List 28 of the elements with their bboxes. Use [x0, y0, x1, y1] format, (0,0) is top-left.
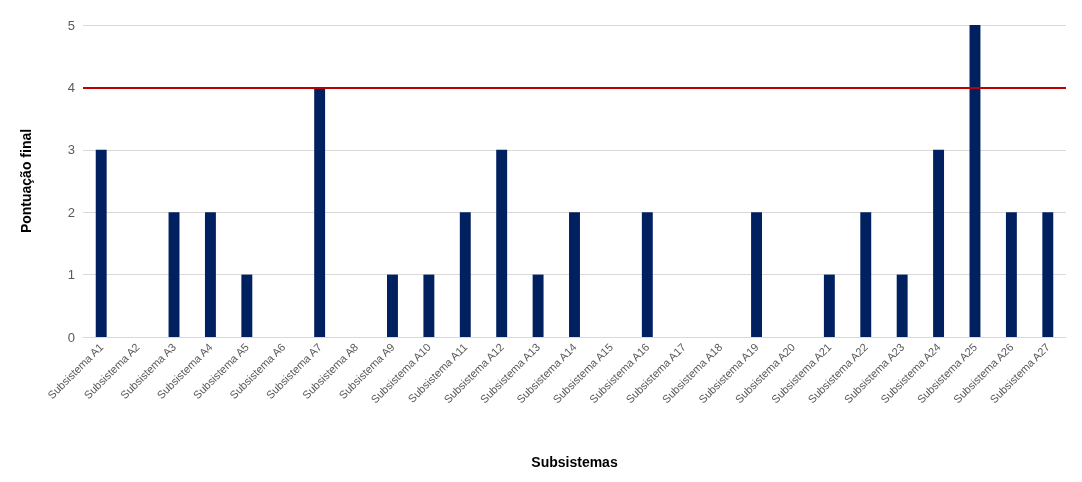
- y-axis-title: Pontuação final: [18, 128, 34, 234]
- bar: [641, 212, 653, 337]
- bar: [751, 212, 762, 337]
- bar: [1005, 212, 1017, 337]
- bar: [823, 274, 835, 337]
- y-tick-label: 2: [67, 204, 75, 220]
- y-tick-label: 0: [67, 329, 75, 345]
- bar: [933, 149, 945, 337]
- bar: [1042, 212, 1054, 337]
- y-tick-label: 1: [67, 267, 75, 283]
- y-tick-label: 5: [67, 17, 75, 33]
- bar: [569, 212, 580, 337]
- x-axis-title: Subsistemas: [531, 454, 618, 470]
- bar: [532, 274, 544, 337]
- y-tick-label: 4: [67, 79, 75, 95]
- bar: [95, 149, 107, 337]
- bar: [314, 87, 326, 337]
- bar: [496, 149, 508, 337]
- bar: [204, 212, 216, 337]
- bar: [241, 274, 253, 337]
- bar: [860, 212, 872, 337]
- bar: [387, 274, 398, 337]
- bar: [168, 212, 180, 337]
- bar: [896, 274, 908, 337]
- bar: [423, 274, 435, 337]
- bar: [459, 212, 471, 337]
- bar: [969, 25, 981, 337]
- y-tick-label: 3: [67, 142, 75, 158]
